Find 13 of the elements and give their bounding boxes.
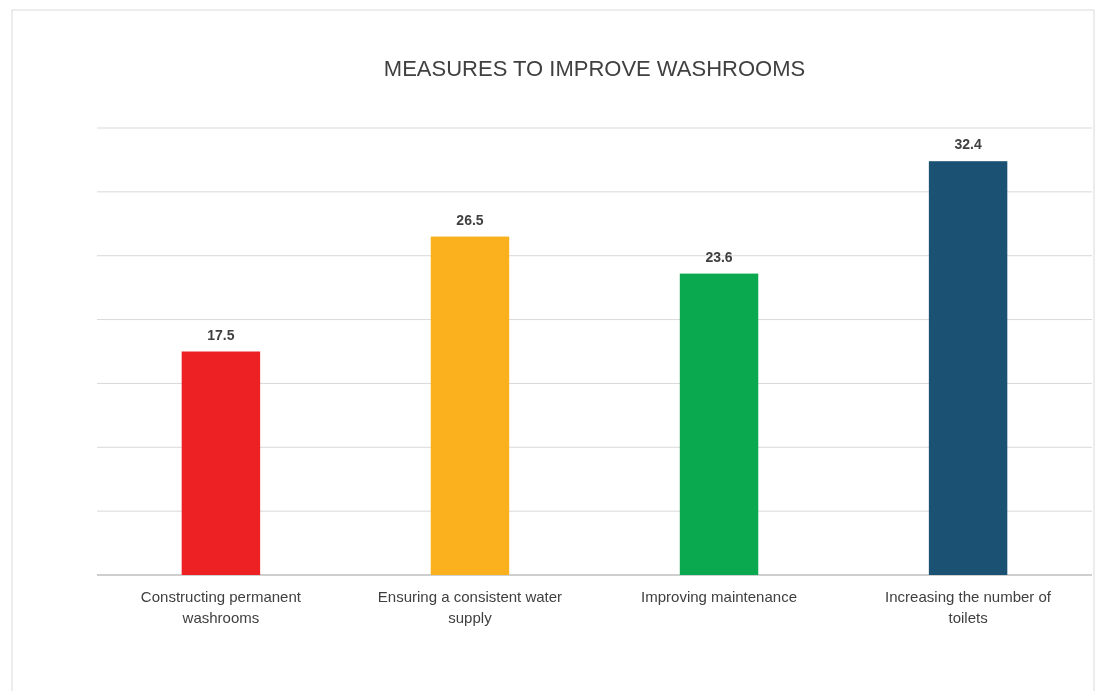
chart-title: MEASURES TO IMPROVE WASHROOMS [383,56,806,81]
data-label: 32.4 [954,136,982,153]
data-label: 26.5 [456,211,484,228]
bar [181,351,261,575]
bar [679,273,759,575]
x-tick-label: Improving maintenance [641,588,797,605]
x-tick-label: Constructing permanent washrooms [140,588,302,626]
x-tick-label: Ensuring a consistent water supply [377,588,563,626]
bar [430,236,510,575]
data-label: 17.5 [207,326,235,343]
x-tick-label: Increasing the number of toilets [885,588,1052,626]
bar [928,161,1008,575]
data-label: 23.6 [705,248,733,265]
